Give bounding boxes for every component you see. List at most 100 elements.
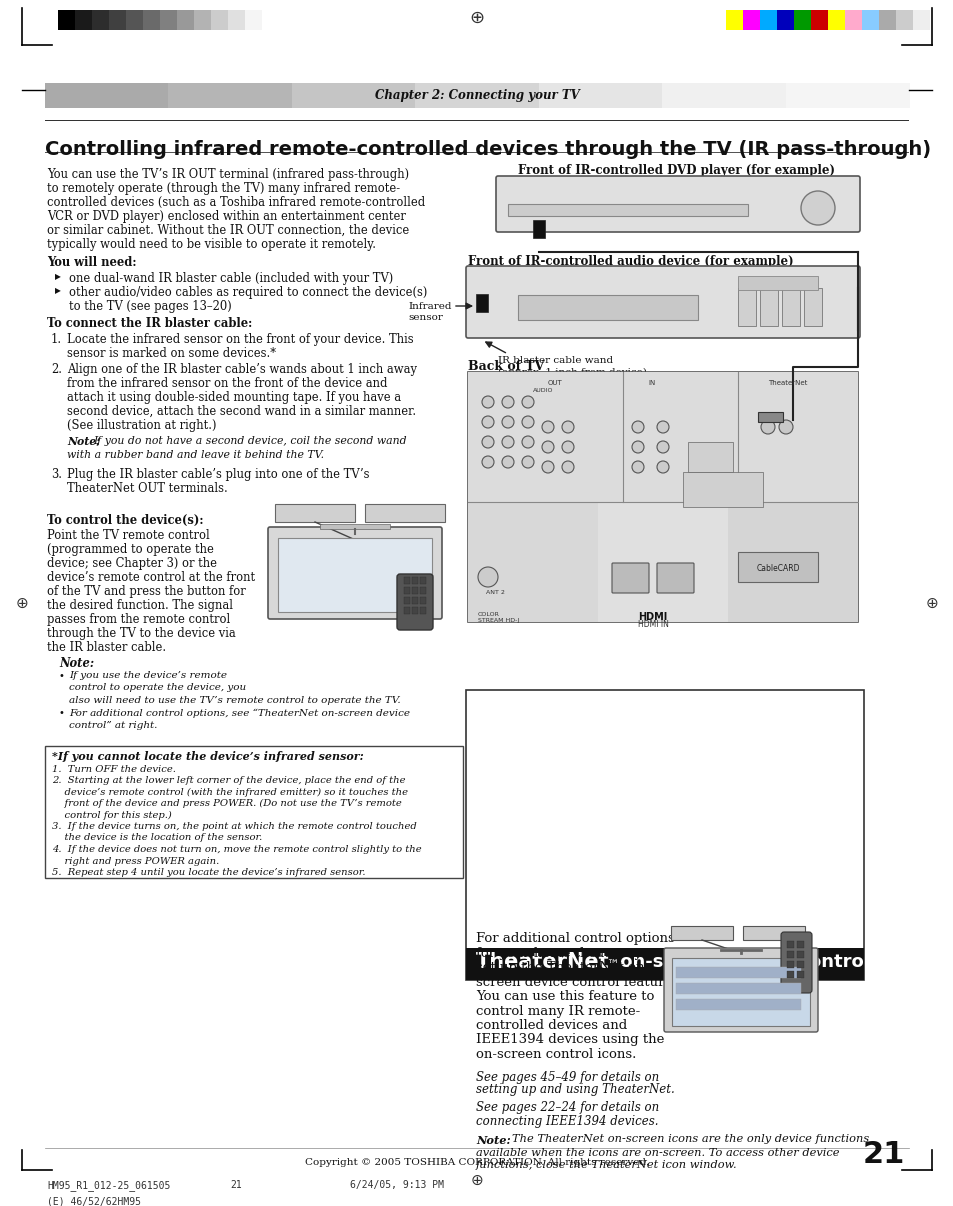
Text: control for this step.): control for this step.): [52, 810, 172, 820]
Text: ANT 2: ANT 2: [485, 590, 504, 595]
Bar: [412, 587, 417, 595]
Text: control many IR remote-: control many IR remote-: [476, 1005, 639, 1018]
Circle shape: [501, 437, 514, 447]
FancyBboxPatch shape: [663, 948, 817, 1032]
Text: controlled devices (such as a Toshiba infrared remote-controlled: controlled devices (such as a Toshiba in…: [47, 197, 425, 209]
Circle shape: [631, 461, 643, 473]
Bar: [292, 83, 416, 109]
Text: 4.  If the device does not turn on, move the remote control slightly to the: 4. If the device does not turn on, move …: [52, 845, 421, 854]
Text: AUDIO: AUDIO: [532, 388, 553, 393]
Bar: [844, 10, 862, 30]
Text: on-screen device control: on-screen device control: [614, 953, 869, 971]
Circle shape: [501, 456, 514, 468]
Bar: [796, 941, 803, 948]
Text: IN: IN: [647, 380, 655, 386]
Text: See pages 45–49 for details on: See pages 45–49 for details on: [476, 1071, 659, 1083]
Bar: [169, 83, 293, 109]
Text: set up the TheaterNet on-: set up the TheaterNet on-: [476, 961, 648, 974]
Text: front of the device and press POWER. (Do not use the TV’s remote: front of the device and press POWER. (Do…: [52, 800, 401, 808]
Text: ⊕: ⊕: [924, 596, 938, 610]
Bar: [878, 10, 895, 30]
Bar: [476, 294, 488, 312]
Bar: [403, 576, 410, 584]
Text: ™: ™: [605, 959, 618, 972]
Text: 1.  Turn OFF the device.: 1. Turn OFF the device.: [52, 765, 175, 773]
Circle shape: [561, 421, 574, 433]
Bar: [75, 10, 91, 30]
Text: to remotely operate (through the TV) many infrared remote-: to remotely operate (through the TV) man…: [47, 182, 399, 195]
Bar: [143, 10, 160, 30]
Bar: [45, 119, 908, 121]
Bar: [682, 472, 762, 507]
Bar: [91, 10, 109, 30]
Bar: [403, 607, 410, 614]
Bar: [58, 10, 75, 30]
Text: Note:: Note:: [476, 1135, 510, 1146]
Text: 1.: 1.: [51, 333, 62, 346]
Text: Align one of the IR blaster cable’s wands about 1 inch away: Align one of the IR blaster cable’s wand…: [67, 363, 416, 376]
FancyBboxPatch shape: [396, 574, 433, 630]
Text: *If you cannot locate the device’s infrared sensor:: *If you cannot locate the device’s infra…: [52, 751, 363, 762]
Bar: [419, 597, 426, 604]
Text: TheaterNet: TheaterNet: [476, 952, 609, 972]
Circle shape: [779, 420, 792, 434]
Bar: [538, 83, 662, 109]
Bar: [796, 961, 803, 968]
Bar: [784, 83, 909, 109]
Bar: [781, 288, 800, 326]
Text: sensor is marked on some devices.*: sensor is marked on some devices.*: [67, 347, 275, 361]
FancyBboxPatch shape: [657, 563, 693, 593]
Text: setting up and using TheaterNet.: setting up and using TheaterNet.: [476, 1083, 674, 1096]
Bar: [465, 690, 863, 980]
Bar: [676, 967, 801, 978]
Text: (See illustration at right.): (See illustration at right.): [67, 418, 216, 432]
Text: ▶: ▶: [55, 286, 61, 295]
Circle shape: [541, 461, 554, 473]
Text: ▶: ▶: [55, 273, 61, 281]
Text: controlled devices and: controlled devices and: [476, 1019, 626, 1032]
Text: If you use the device’s remote: If you use the device’s remote: [69, 671, 227, 680]
Text: TheaterNet OUT terminals.: TheaterNet OUT terminals.: [67, 482, 228, 494]
Text: If you do not have a second device, coil the second wand: If you do not have a second device, coil…: [92, 437, 406, 446]
Text: Controlling infrared remote-controlled devices through the TV (IR pass-through): Controlling infrared remote-controlled d…: [45, 140, 930, 159]
FancyBboxPatch shape: [496, 176, 859, 232]
Text: device’s remote control at the front: device’s remote control at the front: [47, 570, 254, 584]
Bar: [862, 10, 878, 30]
Text: ⊕: ⊕: [15, 596, 29, 610]
Text: through the TV to the device via: through the TV to the device via: [47, 627, 235, 640]
Bar: [796, 971, 803, 978]
Text: See pages 22–24 for details on: See pages 22–24 for details on: [476, 1101, 659, 1114]
Text: Front of IR-controlled DVD player (for example): Front of IR-controlled DVD player (for e…: [517, 164, 834, 177]
Text: available when the icons are on-screen. To access other device: available when the icons are on-screen. …: [476, 1147, 839, 1158]
Text: typically would need to be visible to operate it remotely.: typically would need to be visible to op…: [47, 238, 375, 251]
Bar: [45, 152, 908, 153]
Bar: [776, 10, 793, 30]
Circle shape: [561, 441, 574, 453]
Bar: [742, 926, 804, 939]
Text: passes from the remote control: passes from the remote control: [47, 613, 230, 626]
Bar: [468, 502, 598, 622]
Text: the device is the location of the sensor.: the device is the location of the sensor…: [52, 833, 262, 843]
Text: 2.  Starting at the lower left corner of the device, place the end of the: 2. Starting at the lower left corner of …: [52, 775, 405, 785]
Circle shape: [657, 441, 668, 453]
Bar: [796, 952, 803, 958]
Text: You will need:: You will need:: [47, 256, 136, 269]
Text: CableCARD: CableCARD: [756, 564, 799, 573]
Text: You can use this feature to: You can use this feature to: [476, 990, 654, 1003]
Bar: [177, 10, 193, 30]
Text: TheaterNet: TheaterNet: [767, 380, 806, 386]
FancyBboxPatch shape: [268, 527, 441, 619]
FancyBboxPatch shape: [781, 932, 811, 993]
Bar: [412, 607, 417, 614]
Text: COLOR
STREAM HD-J: COLOR STREAM HD-J: [477, 611, 519, 622]
Text: Infrared
sensor: Infrared sensor: [408, 302, 451, 322]
Text: on-screen control icons.: on-screen control icons.: [476, 1048, 636, 1061]
Text: OUT: OUT: [547, 380, 562, 386]
Bar: [725, 10, 742, 30]
Text: 3.: 3.: [51, 468, 62, 481]
Text: Front of IR-controlled audio device (for example): Front of IR-controlled audio device (for…: [468, 254, 793, 268]
Text: IR blaster cable wand: IR blaster cable wand: [497, 356, 613, 365]
Text: (E) 46/52/62HM95: (E) 46/52/62HM95: [47, 1196, 141, 1206]
Bar: [687, 443, 732, 472]
Text: device’s remote control (with the infrared emitter) so it touches the: device’s remote control (with the infrar…: [52, 788, 408, 797]
